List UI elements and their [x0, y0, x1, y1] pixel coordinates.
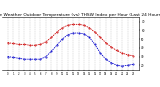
- Title: Milwaukee Weather Outdoor Temperature (vs) THSW Index per Hour (Last 24 Hours): Milwaukee Weather Outdoor Temperature (v…: [0, 13, 160, 17]
